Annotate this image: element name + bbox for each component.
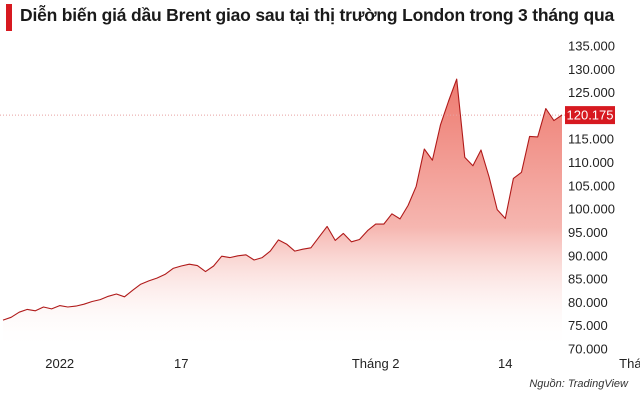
- y-tick-label: 125.000: [568, 85, 615, 100]
- source-note: Nguồn: TradingView: [529, 378, 628, 390]
- x-tick-label: 14: [498, 356, 512, 371]
- y-tick-label: 70.000: [568, 342, 608, 357]
- y-tick-label: 85.000: [568, 272, 608, 287]
- y-tick-label: 135.000: [568, 39, 615, 54]
- chart-title: Diễn biến giá dầu Brent giao sau tại thị…: [20, 5, 615, 25]
- y-tick-label: 75.000: [568, 318, 608, 333]
- y-tick-label: 130.000: [568, 62, 615, 77]
- y-tick-label: 80.000: [568, 295, 608, 310]
- y-tick-label: 110.000: [568, 155, 614, 170]
- x-tick-label: 17: [174, 356, 188, 371]
- y-tick-label: 115.000: [568, 132, 614, 147]
- y-tick-label: 100.000: [568, 202, 615, 217]
- price-area-fill: [3, 79, 562, 349]
- title-accent-bar: [6, 4, 12, 31]
- last-price-label: 120.175: [567, 108, 614, 123]
- price-line: [2, 78, 563, 321]
- y-tick-label: 105.000: [568, 178, 615, 193]
- x-tick-label: Tháng 3: [619, 356, 640, 371]
- last-price-badge: [565, 106, 615, 125]
- x-tick-label: 2022: [45, 356, 74, 371]
- y-tick-label: 90.000: [568, 248, 608, 263]
- y-tick-label: 95.000: [568, 225, 608, 240]
- x-tick-label: Tháng 2: [352, 356, 400, 371]
